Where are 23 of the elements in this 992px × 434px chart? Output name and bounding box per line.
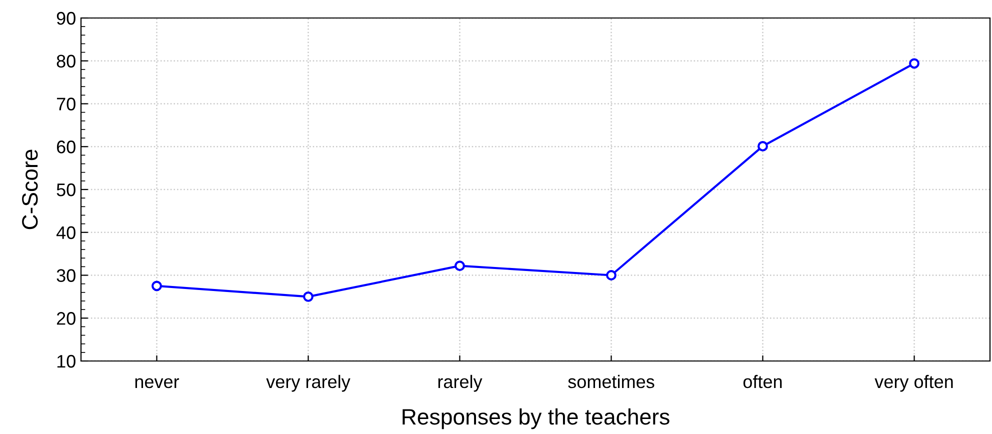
y-tick-label: 70 bbox=[56, 98, 76, 110]
x-tick-label: never bbox=[135, 378, 180, 388]
point bbox=[909, 58, 920, 69]
point bbox=[454, 260, 465, 272]
y-tick-label: 50 bbox=[56, 183, 76, 196]
x-axis-title: Responses by the teachers bbox=[402, 408, 670, 430]
y-axis-title: C-Score bbox=[22, 150, 38, 230]
x-tick-label: very rarely bbox=[266, 374, 350, 392]
y-tick-label: 60 bbox=[56, 140, 76, 154]
y-tick-label: 90 bbox=[56, 12, 76, 25]
y-tick-label: 40 bbox=[56, 226, 76, 240]
point bbox=[152, 280, 162, 292]
x-tick-label: sometimes bbox=[568, 374, 654, 388]
point bbox=[758, 140, 768, 152]
y-tick-label: 30 bbox=[56, 269, 76, 282]
x-tick-label: very often bbox=[874, 374, 953, 392]
x-tick-label: often bbox=[743, 374, 782, 388]
y-tick-label: 80 bbox=[56, 54, 76, 68]
point bbox=[303, 291, 314, 302]
x-tick-label: rarely bbox=[438, 374, 482, 392]
y-tick-label: 10 bbox=[57, 354, 76, 368]
y-tick-label: 20 bbox=[56, 312, 76, 325]
point bbox=[606, 270, 616, 280]
